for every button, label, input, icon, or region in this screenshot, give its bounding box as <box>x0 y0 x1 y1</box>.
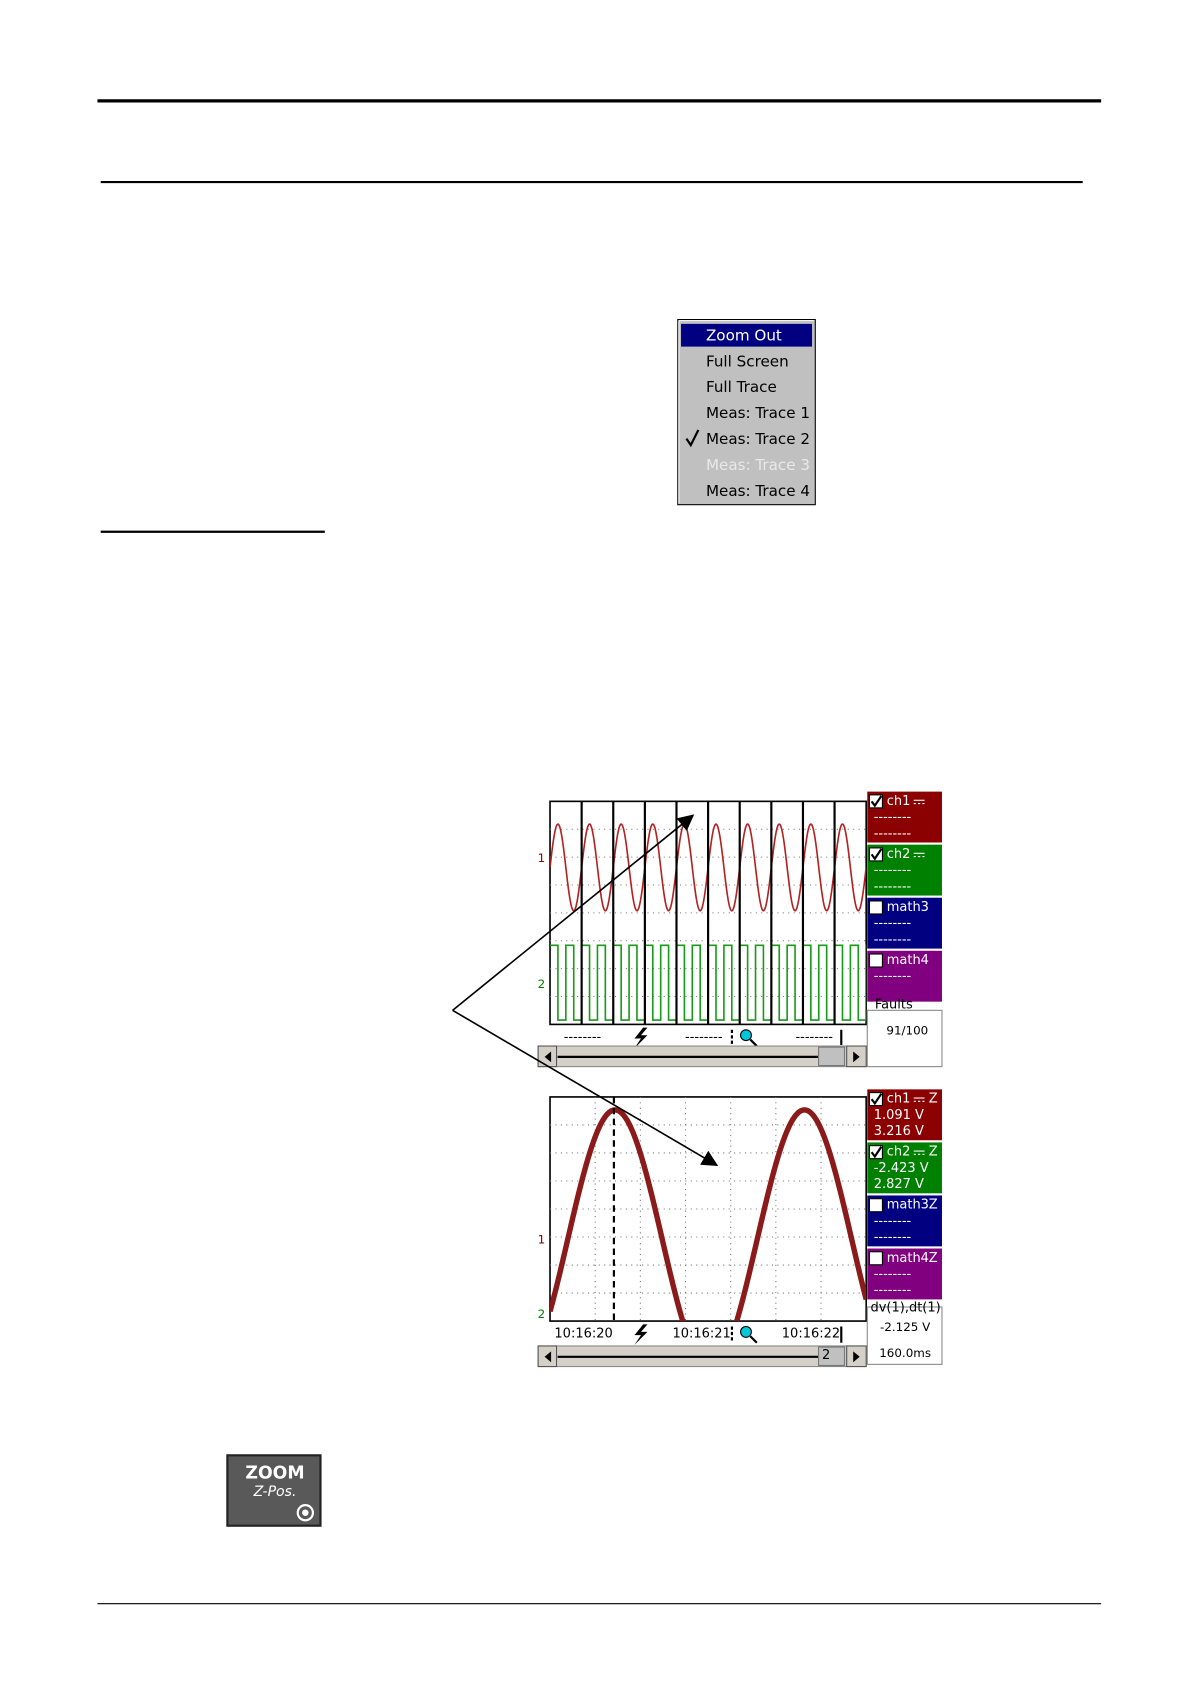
channel-name: ch1 <box>887 794 911 809</box>
channel-name: ch2 <box>887 847 911 862</box>
status-box <box>866 1009 943 1068</box>
menu-item: Meas: Trace 2 <box>706 430 810 448</box>
square-trace <box>550 944 867 1021</box>
scroll-arrow <box>853 1051 860 1063</box>
scroll-arrow <box>544 1351 552 1363</box>
channel-checkbox <box>868 1198 883 1213</box>
trace-marker: 2 <box>538 1307 546 1321</box>
channel-reading: -------- <box>874 916 912 931</box>
time-label: 10:16:22 <box>782 1327 840 1342</box>
scroll-thumb <box>818 1346 846 1366</box>
zoom-icon <box>740 1029 752 1042</box>
trigger-icon <box>634 1324 648 1345</box>
trace-marker: 1 <box>538 851 546 865</box>
channel-reading: 2.827 V <box>874 1177 924 1192</box>
key-title: ZOOM <box>245 1464 304 1484</box>
check-mark <box>685 429 700 448</box>
menu-item: Meas: Trace 1 <box>706 404 810 422</box>
zoom-icon <box>749 1335 758 1344</box>
overview-screen: 12ch1----------------ch2----------------… <box>537 791 943 1068</box>
scroll-thumb <box>818 1046 846 1067</box>
channel-tag: Z <box>929 1198 938 1213</box>
scroll-arrow <box>853 1351 860 1363</box>
menu-item: Meas: Trace 3 <box>706 456 810 474</box>
channel-reading: -------- <box>874 1214 912 1229</box>
zoom-key: ZOOM Z-Pos. <box>226 1454 322 1527</box>
key-subtitle: Z-Pos. <box>253 1484 297 1500</box>
channel-checkbox <box>868 900 883 915</box>
check-mark <box>870 848 883 861</box>
menu-frame <box>677 319 816 506</box>
callout-arrow <box>452 1009 719 1166</box>
channel-tag: Z <box>929 1145 938 1160</box>
zoom-icon <box>749 1038 758 1047</box>
check-mark <box>870 1093 883 1106</box>
status-box <box>866 1306 943 1365</box>
status-value: -2.125 V <box>880 1320 931 1334</box>
menu-item: Full Trace <box>706 378 777 396</box>
zoom-icon <box>740 1325 752 1338</box>
footer-reading: -------- <box>685 1030 723 1045</box>
knob-icon <box>302 1509 309 1516</box>
menu-highlight <box>681 323 813 347</box>
knob-icon <box>296 1504 314 1522</box>
channel-reading: -------- <box>874 1283 912 1298</box>
context-menu: Zoom Out Full Screen Full Trace Meas: Trace… <box>677 319 816 506</box>
sine-trace <box>550 1107 867 1322</box>
channel-tag: Z <box>929 1251 938 1266</box>
channel-checkbox <box>868 1251 883 1266</box>
channel-name: math3 <box>887 900 929 915</box>
traces <box>550 1107 867 1322</box>
channel-name: math4 <box>887 953 929 968</box>
channel-reading: -------- <box>874 810 912 825</box>
scroll-marker: 2 <box>822 1348 830 1363</box>
status-value: 91/100 <box>886 1023 928 1037</box>
channel-reading: 3.216 V <box>874 1124 924 1139</box>
channel-tag: Z <box>929 1092 938 1107</box>
channel-reading: -------- <box>874 932 912 947</box>
channel-reading: -------- <box>874 1267 912 1282</box>
trace-marker: 2 <box>538 977 546 991</box>
time-label: 10:16:21 <box>672 1327 730 1342</box>
trace-marker: 1 <box>538 1232 546 1246</box>
channel-reading: 1.091 V <box>874 1108 924 1123</box>
channel-checkbox <box>868 953 883 968</box>
footer-reading: -------- <box>564 1030 602 1045</box>
time-label: 10:16:20 <box>554 1327 612 1342</box>
menu-item: Meas: Trace 4 <box>706 482 810 500</box>
menu-item: Full Screen <box>706 352 789 370</box>
status-value: 160.0ms <box>879 1346 931 1360</box>
menu-item: Zoom Out <box>706 326 782 344</box>
callout-arrow <box>452 814 695 1011</box>
channel-reading: -------- <box>874 1230 912 1245</box>
channel-reading: -------- <box>874 879 912 894</box>
check-mark <box>870 795 883 808</box>
channel-name: ch1 <box>887 1092 911 1107</box>
check-mark <box>870 1146 883 1159</box>
channel-name: math4 <box>887 1251 929 1266</box>
channel-name: math3 <box>887 1198 929 1213</box>
scroll-arrow <box>544 1051 552 1063</box>
channel-reading: -2.423 V <box>874 1161 929 1176</box>
channel-reading: -------- <box>874 863 912 878</box>
channel-name: ch2 <box>887 1145 911 1160</box>
footer-reading: -------- <box>795 1030 833 1045</box>
trigger-icon <box>634 1027 648 1049</box>
status-title: dv(1),dt(1) <box>871 1301 941 1316</box>
status-title: Faults <box>875 997 913 1012</box>
channel-reading: -------- <box>874 969 912 984</box>
channel-reading: -------- <box>874 826 912 841</box>
